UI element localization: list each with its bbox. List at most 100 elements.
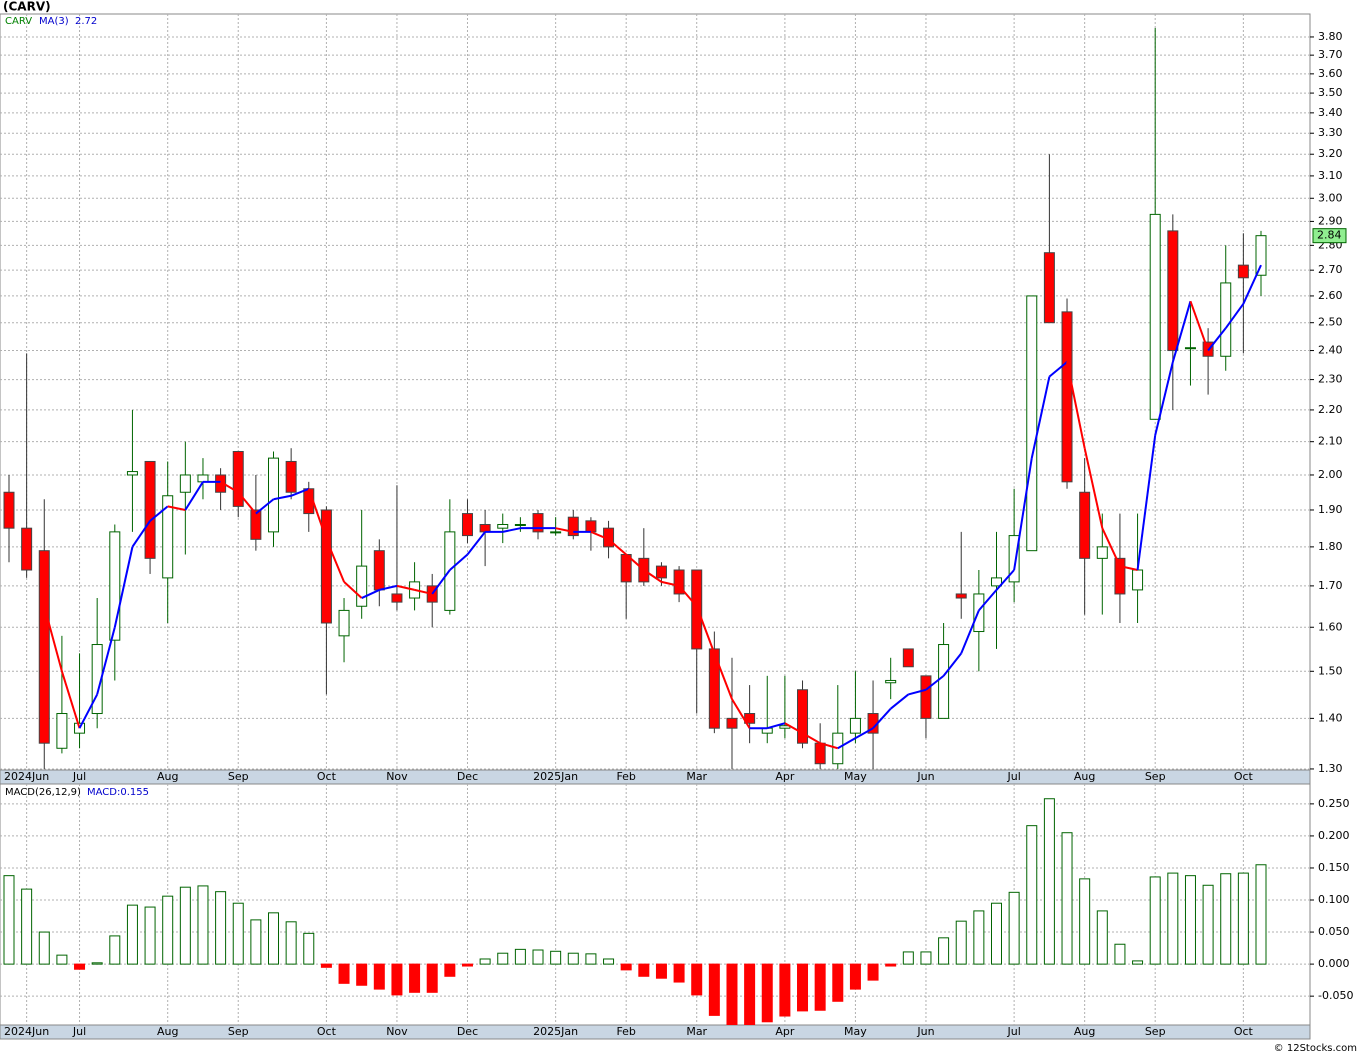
ma-segment: [837, 737, 856, 750]
x-tick-label: Feb: [616, 770, 635, 783]
candle-body: [162, 495, 174, 579]
axes: 1.30 1.40 1.50 1.60 1.70 1.80 1.90 2.00 2.10 2.20…: [4, 30, 1353, 1038]
y-tick-label: 0.250: [1318, 797, 1350, 810]
ma-segment: [1242, 264, 1262, 305]
macd-bar: [814, 963, 826, 1011]
macd-bar: [514, 948, 526, 965]
macd-bar: [1255, 864, 1267, 965]
y-tick-label: 0.200: [1318, 829, 1350, 842]
candle-body: [902, 648, 914, 668]
macd-bar: [144, 906, 156, 965]
macd-bar: [268, 912, 280, 965]
candle-body: [1043, 252, 1055, 324]
candle-body: [1132, 569, 1144, 591]
macd-bar: [356, 963, 368, 986]
ma-segment: [766, 722, 786, 730]
candle-body: [56, 713, 68, 749]
ma-segment: [908, 688, 927, 696]
macd-bar: [109, 935, 121, 965]
ma-segment: [414, 588, 433, 595]
macd-bar: [1220, 873, 1232, 965]
y-tick-label: 2.60: [1318, 289, 1343, 302]
macd-bar: [1132, 960, 1144, 965]
macd-bar: [603, 958, 615, 965]
macd-bar: [1079, 878, 1091, 965]
candle-body: [1255, 235, 1267, 276]
ma-segment: [942, 652, 963, 677]
ma-segment: [1083, 447, 1104, 529]
candle-body: [567, 516, 579, 537]
ma-segment: [273, 494, 292, 501]
ma-segment: [713, 652, 733, 700]
candle-body: [532, 513, 544, 533]
x-tick-label: Apr: [775, 1025, 795, 1038]
macd-plot: [0, 784, 1310, 1025]
ma-segment: [1154, 361, 1174, 436]
macd-bar: [285, 921, 297, 965]
ma-segment: [995, 569, 1015, 591]
macd-bar: [532, 949, 544, 965]
x-tick-label: Jun: [916, 770, 934, 783]
ma-segment: [607, 538, 627, 556]
price-panel: [0, 13, 1311, 771]
macd-bar: [867, 963, 879, 981]
candle-body: [1114, 557, 1126, 595]
candle-body: [990, 577, 1002, 587]
macd-bar: [585, 953, 597, 965]
legend-ma-value: 2.72: [75, 16, 97, 27]
candle-body: [268, 457, 280, 533]
y-tick-label: 3.60: [1318, 67, 1343, 80]
ma-segment: [449, 553, 469, 571]
ma-segment: [113, 546, 134, 628]
macd-bar: [955, 920, 967, 965]
ma-segment: [131, 520, 151, 548]
x-tick-label: Sep: [1145, 1025, 1166, 1038]
candle-body: [232, 450, 244, 507]
ma-segment: [237, 491, 257, 515]
macd-bar: [479, 958, 491, 965]
y-tick-label: 2.70: [1318, 263, 1343, 276]
macd-bar: [938, 937, 950, 965]
ma-segment: [149, 505, 169, 522]
candle-body: [849, 717, 861, 734]
x-tick-label: Jul: [72, 770, 86, 783]
x-tick-label: May: [844, 770, 867, 783]
macd-bar: [126, 904, 138, 965]
last-price-box: [1312, 228, 1347, 244]
ma-segment: [220, 480, 239, 494]
x-tick-label: Dec: [457, 770, 478, 783]
y-tick-label: 2.90: [1318, 214, 1343, 227]
candle-body: [1008, 535, 1020, 583]
y-tick-label: 3.40: [1318, 106, 1343, 119]
legend-macd: MACD(26,12,9): [5, 787, 81, 798]
ma-segment: [1030, 376, 1051, 459]
x-tick-label: 2025Jan: [533, 770, 578, 783]
candle-body: [126, 471, 138, 476]
macd-bar: [638, 963, 650, 977]
ma-segment: [590, 530, 609, 541]
candle-body: [479, 523, 491, 533]
ma-segment: [379, 584, 398, 591]
x-tick-label: Sep: [228, 1025, 249, 1038]
ma-segment: [555, 527, 574, 533]
macd-bar: [885, 963, 897, 967]
ma-segment: [1189, 300, 1210, 351]
x-axis-strip: [0, 1024, 1311, 1040]
ma-segment: [784, 722, 804, 735]
ma-segment: [361, 588, 380, 599]
legend-ma: MA(3): [39, 16, 69, 27]
macd-bar: [620, 963, 632, 971]
x-tick-label: Feb: [616, 1025, 635, 1038]
candle-body: [1220, 282, 1232, 357]
ma-segment: [854, 727, 874, 740]
ma-segment: [678, 585, 698, 607]
candle-body: [885, 679, 897, 684]
x-tick-label: Apr: [775, 770, 795, 783]
macd-bar: [655, 963, 667, 979]
y-tick-label: 1.60: [1318, 620, 1343, 633]
y-tick-label: 0.150: [1318, 861, 1350, 874]
macd-bar: [303, 932, 315, 965]
macd-bar: [832, 963, 844, 1002]
y-tick-label: 1.80: [1318, 540, 1343, 553]
macd-bar: [232, 902, 244, 965]
